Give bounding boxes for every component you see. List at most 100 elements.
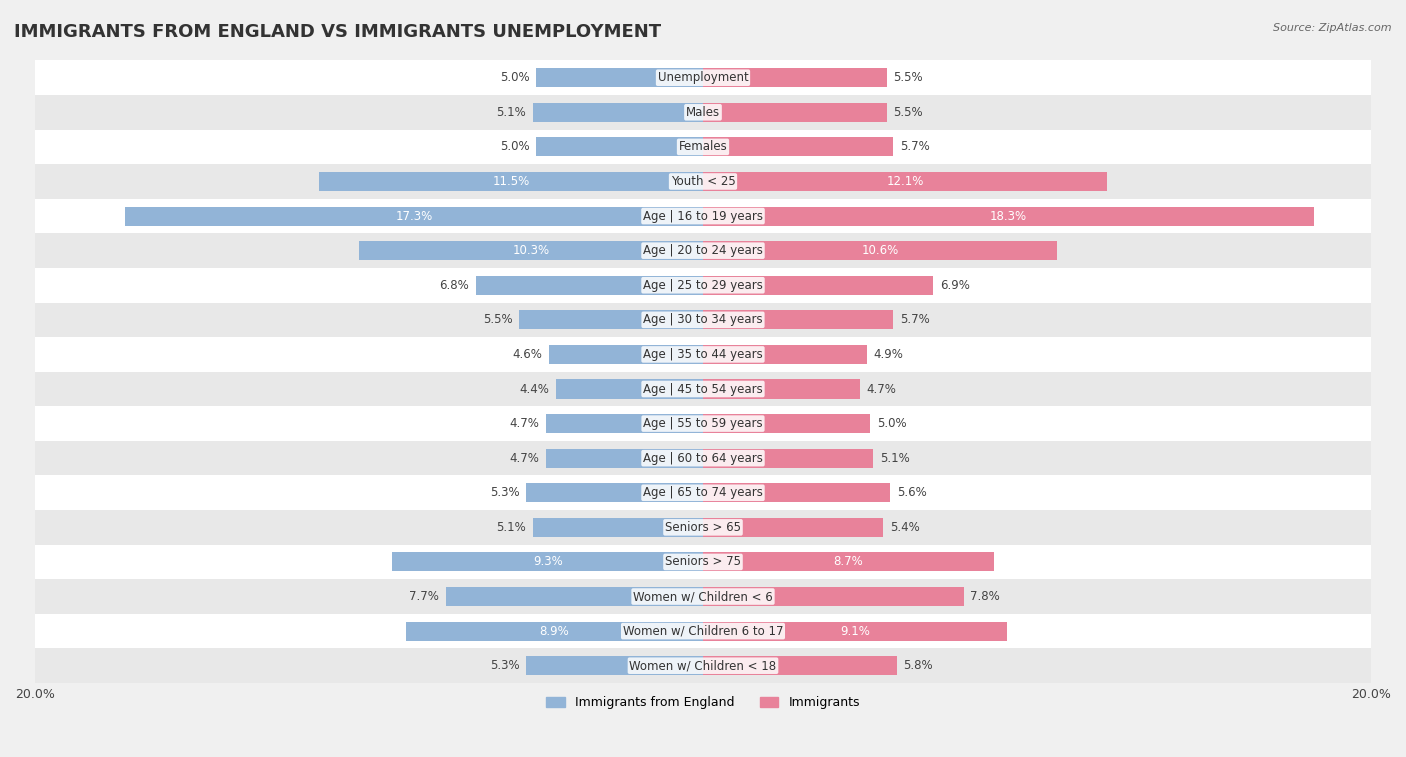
- Bar: [703, 68, 887, 87]
- Bar: [446, 587, 703, 606]
- Text: 5.7%: 5.7%: [900, 313, 929, 326]
- Text: 5.3%: 5.3%: [489, 486, 519, 500]
- Bar: [475, 276, 703, 294]
- Text: 4.7%: 4.7%: [866, 382, 897, 395]
- Bar: [125, 207, 703, 226]
- Bar: [359, 241, 703, 260]
- Text: Age | 30 to 34 years: Age | 30 to 34 years: [643, 313, 763, 326]
- Text: 10.3%: 10.3%: [512, 245, 550, 257]
- Bar: [35, 337, 1371, 372]
- Text: Unemployment: Unemployment: [658, 71, 748, 84]
- Text: 5.7%: 5.7%: [900, 140, 929, 154]
- Bar: [35, 579, 1371, 614]
- Bar: [703, 310, 893, 329]
- Text: 5.0%: 5.0%: [499, 140, 529, 154]
- Bar: [546, 414, 703, 433]
- Bar: [35, 649, 1371, 683]
- Text: 12.1%: 12.1%: [886, 175, 924, 188]
- Bar: [35, 475, 1371, 510]
- Text: 4.9%: 4.9%: [873, 348, 903, 361]
- Bar: [35, 95, 1371, 129]
- Bar: [35, 303, 1371, 337]
- Text: 5.0%: 5.0%: [499, 71, 529, 84]
- Text: 6.9%: 6.9%: [941, 279, 970, 291]
- Bar: [519, 310, 703, 329]
- Bar: [35, 268, 1371, 303]
- Text: 4.6%: 4.6%: [513, 348, 543, 361]
- Text: 5.6%: 5.6%: [897, 486, 927, 500]
- Bar: [526, 483, 703, 503]
- Text: 18.3%: 18.3%: [990, 210, 1028, 223]
- Text: 5.5%: 5.5%: [893, 106, 922, 119]
- Bar: [35, 441, 1371, 475]
- Bar: [533, 518, 703, 537]
- Text: 5.1%: 5.1%: [880, 452, 910, 465]
- Text: 9.1%: 9.1%: [839, 625, 870, 637]
- Text: 9.3%: 9.3%: [533, 556, 562, 569]
- Bar: [35, 372, 1371, 407]
- Text: Seniors > 75: Seniors > 75: [665, 556, 741, 569]
- Text: Women w/ Children < 6: Women w/ Children < 6: [633, 590, 773, 603]
- Text: 5.4%: 5.4%: [890, 521, 920, 534]
- Bar: [546, 449, 703, 468]
- Bar: [550, 345, 703, 364]
- Text: 8.7%: 8.7%: [834, 556, 863, 569]
- Text: 5.5%: 5.5%: [893, 71, 922, 84]
- Bar: [35, 544, 1371, 579]
- Text: Age | 55 to 59 years: Age | 55 to 59 years: [643, 417, 763, 430]
- Text: IMMIGRANTS FROM ENGLAND VS IMMIGRANTS UNEMPLOYMENT: IMMIGRANTS FROM ENGLAND VS IMMIGRANTS UN…: [14, 23, 661, 41]
- Text: Age | 45 to 54 years: Age | 45 to 54 years: [643, 382, 763, 395]
- Legend: Immigrants from England, Immigrants: Immigrants from England, Immigrants: [541, 691, 865, 714]
- Bar: [703, 172, 1107, 191]
- Bar: [703, 103, 887, 122]
- Text: 5.8%: 5.8%: [904, 659, 934, 672]
- Bar: [703, 553, 994, 572]
- Text: Source: ZipAtlas.com: Source: ZipAtlas.com: [1274, 23, 1392, 33]
- Bar: [35, 199, 1371, 233]
- Bar: [526, 656, 703, 675]
- Text: 6.8%: 6.8%: [440, 279, 470, 291]
- Bar: [35, 233, 1371, 268]
- Text: Age | 25 to 29 years: Age | 25 to 29 years: [643, 279, 763, 291]
- Bar: [536, 68, 703, 87]
- Bar: [35, 61, 1371, 95]
- Bar: [703, 414, 870, 433]
- Bar: [35, 129, 1371, 164]
- Bar: [703, 241, 1057, 260]
- Bar: [703, 587, 963, 606]
- Text: Women w/ Children < 18: Women w/ Children < 18: [630, 659, 776, 672]
- Bar: [35, 510, 1371, 544]
- Bar: [35, 407, 1371, 441]
- Bar: [703, 621, 1007, 640]
- Bar: [703, 345, 866, 364]
- Text: 5.0%: 5.0%: [877, 417, 907, 430]
- Text: 7.7%: 7.7%: [409, 590, 439, 603]
- Text: Age | 65 to 74 years: Age | 65 to 74 years: [643, 486, 763, 500]
- Bar: [555, 379, 703, 398]
- Text: 4.7%: 4.7%: [509, 452, 540, 465]
- Bar: [703, 518, 883, 537]
- Text: Age | 16 to 19 years: Age | 16 to 19 years: [643, 210, 763, 223]
- Text: Males: Males: [686, 106, 720, 119]
- Text: Seniors > 65: Seniors > 65: [665, 521, 741, 534]
- Text: 5.5%: 5.5%: [484, 313, 513, 326]
- Text: 4.7%: 4.7%: [509, 417, 540, 430]
- Text: 5.3%: 5.3%: [489, 659, 519, 672]
- Bar: [703, 449, 873, 468]
- Bar: [406, 621, 703, 640]
- Bar: [703, 276, 934, 294]
- Text: 10.6%: 10.6%: [862, 245, 898, 257]
- Bar: [703, 207, 1315, 226]
- Text: Females: Females: [679, 140, 727, 154]
- Text: 5.1%: 5.1%: [496, 106, 526, 119]
- Text: Women w/ Children 6 to 17: Women w/ Children 6 to 17: [623, 625, 783, 637]
- Bar: [35, 614, 1371, 649]
- Text: Age | 20 to 24 years: Age | 20 to 24 years: [643, 245, 763, 257]
- Text: 5.1%: 5.1%: [496, 521, 526, 534]
- Text: 11.5%: 11.5%: [492, 175, 530, 188]
- Bar: [533, 103, 703, 122]
- Text: 7.8%: 7.8%: [970, 590, 1000, 603]
- Text: Age | 60 to 64 years: Age | 60 to 64 years: [643, 452, 763, 465]
- Text: Youth < 25: Youth < 25: [671, 175, 735, 188]
- Bar: [703, 379, 860, 398]
